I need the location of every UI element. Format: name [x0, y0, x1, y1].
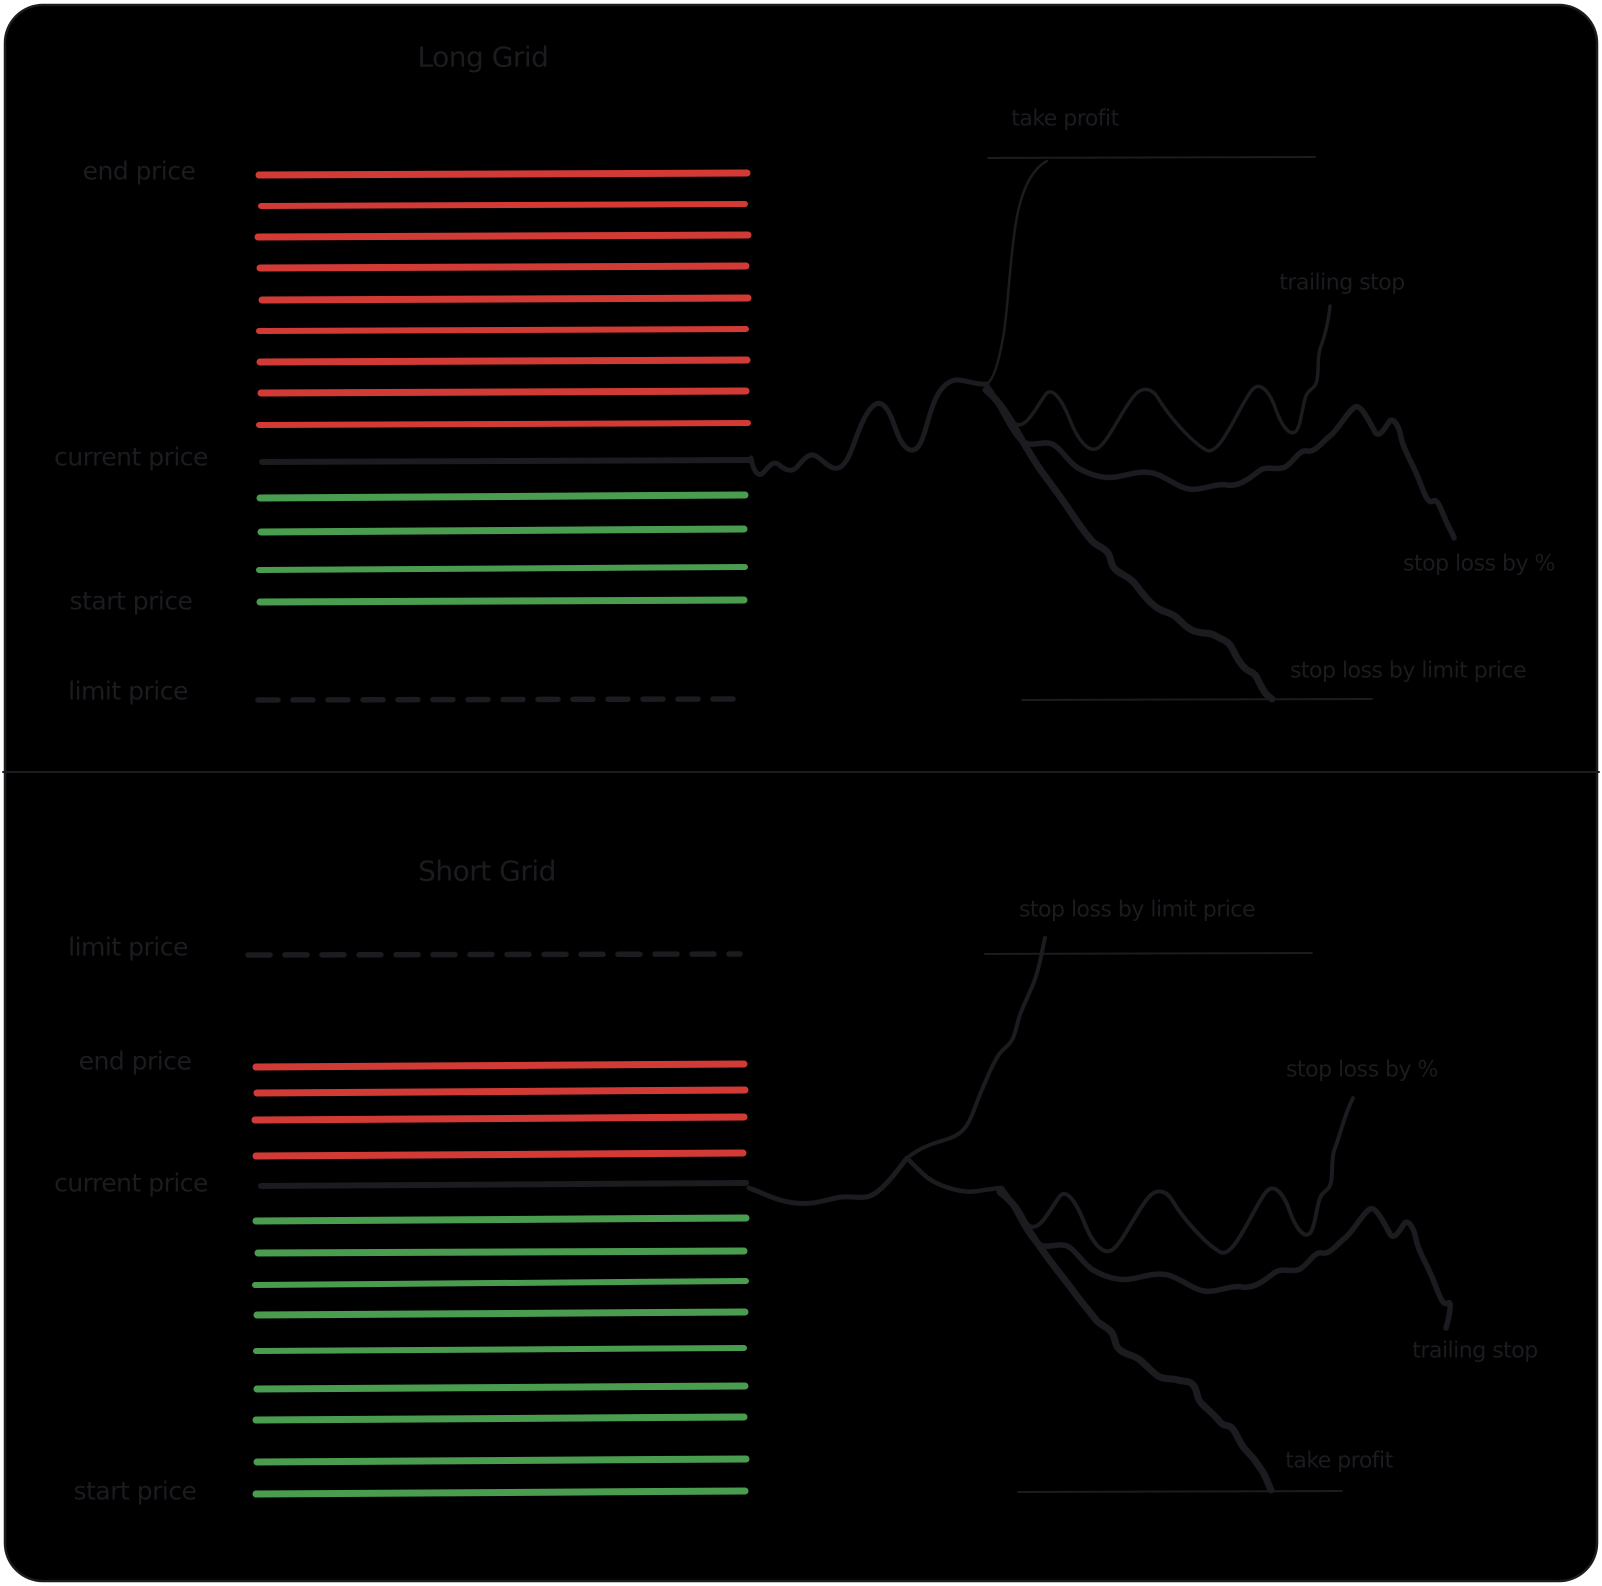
buy-grid-line: [252, 1278, 749, 1288]
buy-grid-line: [253, 1345, 747, 1354]
sell-grid-line: [256, 326, 749, 334]
long-end-price-label: end price: [82, 156, 196, 186]
long-current-price-label: current price: [54, 442, 208, 472]
sell-grid-line: [253, 1086, 749, 1097]
short-stop-loss-pct-label: stop loss by %: [1286, 1057, 1438, 1083]
long-branch-trailing-stop: [986, 304, 1332, 453]
short-limit-price-dashed-line: [245, 951, 743, 958]
sell-grid-line: [254, 231, 752, 241]
long-limit-price-label: limit price: [68, 676, 188, 706]
short-price-curve-to-junction: [904, 1155, 1005, 1194]
long-grid-panel: [254, 156, 1457, 703]
long-buy-grid-lines: [256, 491, 749, 606]
long-start-price-label: start price: [69, 586, 193, 616]
buy-grid-line: [256, 596, 748, 606]
short-branch-stop-loss-pct: [1000, 1096, 1355, 1255]
short-start-price-label: start price: [73, 1476, 197, 1506]
short-current-price-line: [258, 1180, 749, 1189]
buy-grid-line: [256, 564, 748, 573]
sell-grid-line: [258, 294, 752, 304]
short-branch-stop-loss-limit: [905, 936, 1047, 1160]
buy-grid-line: [252, 1413, 748, 1424]
short-price-curve-source: [746, 1155, 910, 1206]
long-take-profit-level-line: [987, 156, 1316, 159]
long-grid-title: Long Grid: [417, 40, 549, 74]
buy-grid-line: [252, 1487, 749, 1498]
short-grid-title: Short Grid: [418, 854, 556, 888]
sell-grid-line: [257, 387, 750, 397]
short-buy-grid-lines: [252, 1214, 750, 1498]
buy-grid-line: [252, 1214, 750, 1225]
long-take-profit-label: take profit: [1011, 106, 1119, 132]
short-stop-loss-limit-level-line: [984, 952, 1313, 955]
buy-grid-line: [256, 491, 749, 502]
short-take-profit-label: take profit: [1285, 1448, 1393, 1474]
long-stop-loss-pct-label: stop loss by %: [1403, 551, 1555, 577]
buy-grid-line: [253, 1308, 749, 1319]
buy-grid-line: [253, 1455, 750, 1466]
sell-grid-line: [252, 1149, 747, 1160]
short-trailing-stop-label: trailing stop: [1412, 1338, 1538, 1364]
long-branch-stop-loss-limit: [982, 386, 1276, 703]
short-sell-grid-lines: [251, 1060, 749, 1160]
short-branch-take-profit: [996, 1188, 1275, 1494]
short-take-profit-level-line: [1017, 1490, 1343, 1493]
short-grid-panel: [245, 936, 1453, 1498]
short-current-price-label: current price: [54, 1168, 208, 1198]
long-limit-price-dashed-line: [255, 696, 745, 703]
short-limit-price-label: limit price: [68, 932, 188, 962]
sell-grid-line: [256, 420, 751, 428]
long-stop-loss-limit-level-line: [1021, 698, 1373, 701]
short-branch-trailing-stop: [999, 1187, 1453, 1331]
short-end-price-label: end price: [78, 1046, 192, 1076]
sell-grid-line: [256, 356, 751, 366]
long-branch-take-profit: [985, 159, 1049, 386]
sell-grid-line: [258, 201, 748, 209]
sell-grid-line: [256, 262, 750, 272]
sell-grid-line: [252, 1060, 748, 1071]
buy-grid-line: [253, 1382, 749, 1393]
long-branch-stop-loss-pct: [984, 385, 1457, 541]
buy-grid-line: [257, 525, 748, 536]
buy-grid-line: [254, 1247, 748, 1257]
sell-grid-line: [255, 169, 751, 179]
sell-grid-line: [251, 1113, 748, 1124]
long-current-price-line: [259, 457, 752, 465]
long-stop-loss-limit-label: stop loss by limit price: [1289, 658, 1527, 684]
long-price-curve-source: [748, 377, 990, 477]
short-stop-loss-limit-label: stop loss by limit price: [1018, 897, 1256, 923]
long-sell-grid-lines: [254, 169, 752, 428]
canvas-border: [3, 3, 1599, 1583]
long-trailing-stop-label: trailing stop: [1279, 270, 1405, 296]
